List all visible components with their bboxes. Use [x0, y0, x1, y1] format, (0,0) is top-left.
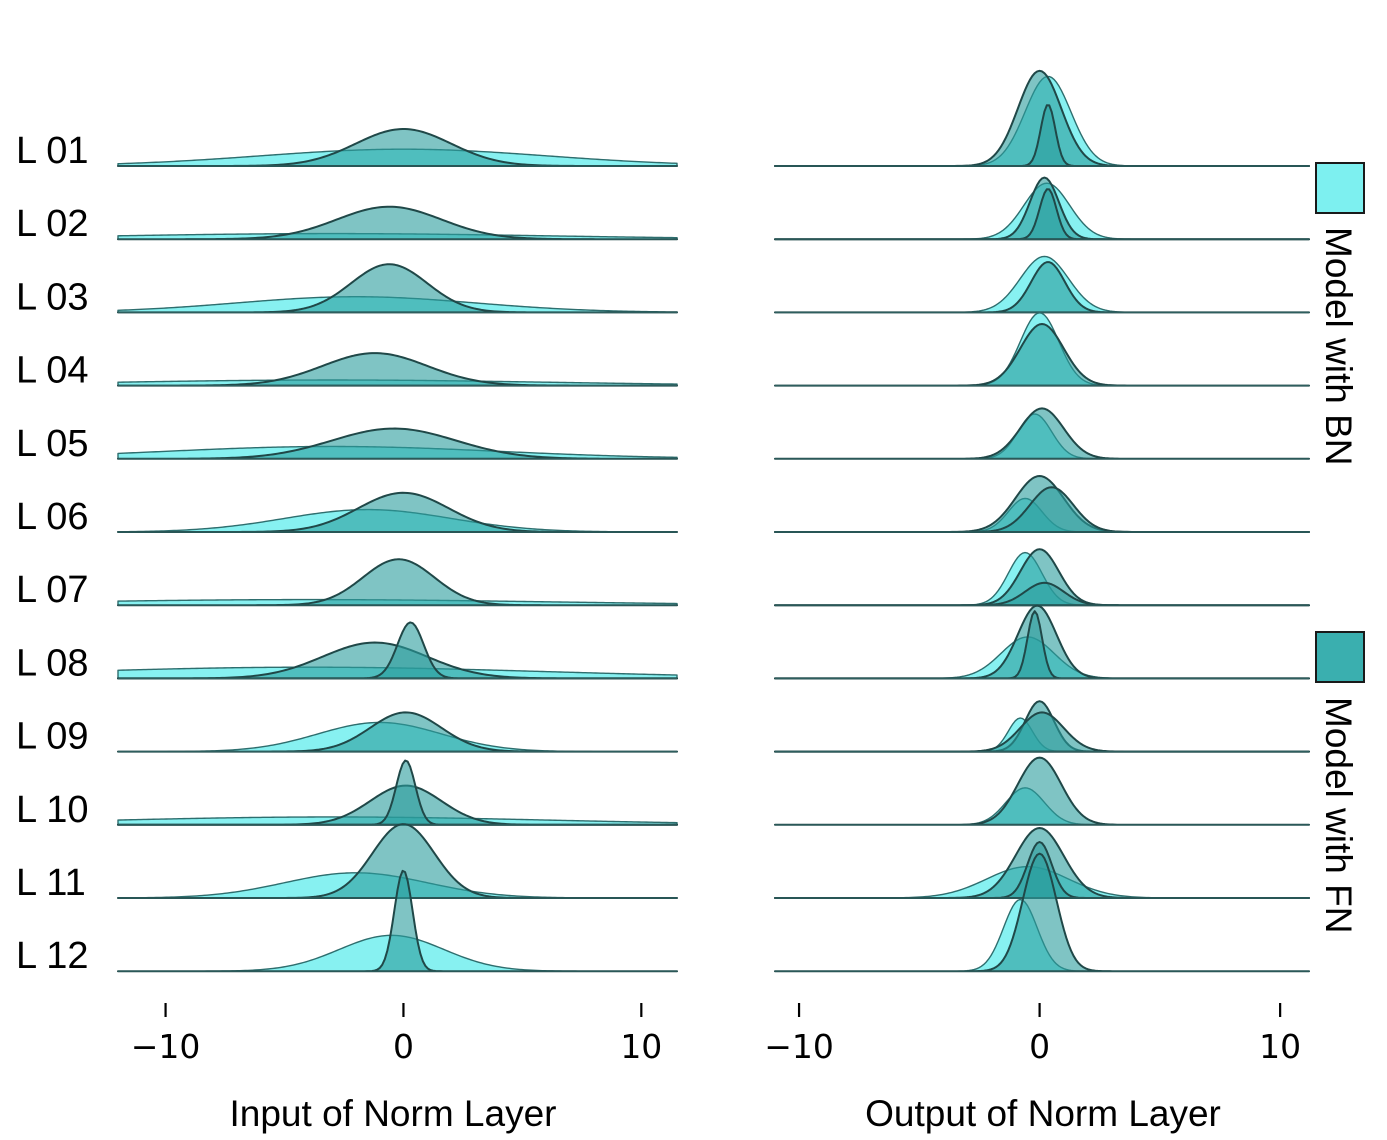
row-label-12: L 12 — [16, 935, 89, 977]
row-label-1: L 01 — [16, 130, 89, 172]
output-row-4 — [774, 312, 1310, 387]
input-panel: −10 0 10 Input of Norm Layer — [117, 128, 678, 1134]
x-tick-label-0: −10 — [131, 1027, 201, 1066]
output-row-8 — [774, 604, 1310, 680]
input-row-9 — [117, 711, 678, 753]
x-tick-label-0: −10 — [764, 1027, 834, 1066]
row-label-9: L 09 — [16, 716, 89, 758]
legend-swatch-bn — [1315, 162, 1365, 214]
output-row-12 — [774, 852, 1310, 973]
row-labels: L 01 L 02 L 03 L 04 L 05 L 06 L 07 L 08 L 09 L 10… — [16, 130, 89, 977]
fn-density-row-9 — [117, 711, 678, 753]
x-tick-label-2: 10 — [1259, 1027, 1301, 1066]
fn-density-row-6-b — [774, 486, 1310, 533]
output-row-3 — [774, 255, 1310, 314]
output-row-5 — [774, 407, 1310, 460]
output-row-9 — [774, 700, 1310, 753]
row-label-4: L 04 — [16, 350, 89, 392]
row-label-5: L 05 — [16, 423, 89, 465]
input-row-1 — [117, 128, 678, 167]
fn-density-row-5 — [774, 407, 1310, 460]
row-label-2: L 02 — [16, 203, 89, 245]
input-row-7 — [117, 558, 678, 607]
input-row-8 — [117, 621, 678, 680]
output-x-axis-title: Output of Norm Layer — [865, 1093, 1221, 1134]
legend-swatch-fn — [1315, 631, 1365, 683]
output-row-2 — [774, 176, 1310, 241]
input-x-axis: −10 0 10 — [131, 1003, 662, 1066]
row-label-6: L 06 — [16, 496, 89, 538]
input-row-2 — [117, 205, 678, 241]
output-panel: −10 0 10 Output of Norm Layer — [764, 69, 1310, 1134]
output-row-1 — [774, 69, 1310, 167]
fn-density-row-9-b — [774, 711, 1310, 753]
row-label-11: L 11 — [16, 862, 86, 904]
fn-density-row-7-b — [774, 581, 1310, 607]
output-ridges — [774, 69, 1310, 973]
row-label-3: L 03 — [16, 276, 89, 318]
row-label-7: L 07 — [16, 569, 89, 611]
x-tick-label-2: 10 — [620, 1027, 662, 1066]
legend-label-bn: Model with BN — [1318, 227, 1359, 466]
fn-density-row-10-b — [117, 759, 678, 826]
output-row-7 — [774, 548, 1310, 607]
output-row-10 — [774, 756, 1310, 826]
legend: Model with BN Model with FN — [1315, 162, 1365, 933]
input-row-4 — [117, 352, 678, 387]
fn-density-row-10 — [774, 756, 1310, 826]
input-x-axis-title: Input of Norm Layer — [230, 1093, 557, 1134]
row-label-10: L 10 — [16, 789, 89, 831]
x-tick-label-1: 0 — [393, 1027, 414, 1066]
row-label-8: L 08 — [16, 642, 89, 684]
legend-label-fn: Model with FN — [1318, 697, 1359, 933]
input-row-3 — [117, 263, 678, 314]
input-row-10 — [117, 759, 678, 826]
fn-density-row-6 — [117, 491, 678, 533]
fn-density-row-4 — [774, 323, 1310, 387]
fn-density-row-12 — [117, 869, 678, 973]
output-row-6 — [774, 475, 1310, 533]
input-ridges — [117, 128, 678, 973]
input-row-5 — [117, 427, 678, 460]
x-tick-label-1: 0 — [1029, 1027, 1050, 1066]
fn-density-row-7 — [117, 558, 678, 607]
fn-density-row-3 — [774, 261, 1310, 314]
input-row-6 — [117, 491, 678, 533]
fn-density-row-12 — [774, 852, 1310, 973]
output-x-axis: −10 0 10 — [764, 1003, 1301, 1066]
input-row-12 — [117, 869, 678, 973]
